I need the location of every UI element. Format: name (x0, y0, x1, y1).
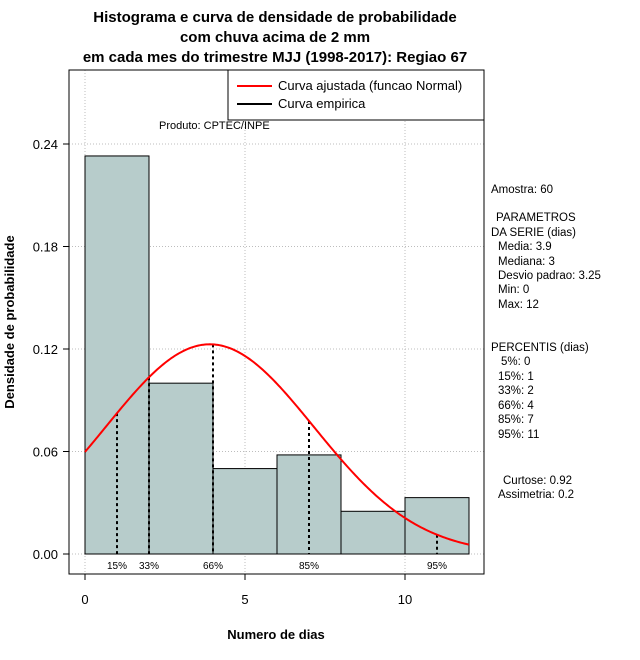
percentile-label-3: 85% (299, 561, 319, 572)
p5-text: 5%: 0 (501, 356, 530, 368)
p85-text: 85%: 7 (498, 414, 534, 426)
y-tick-label-3: 0.18 (33, 240, 58, 255)
y-tick-label-0: 0.00 (33, 547, 58, 562)
chart-title-line-2: com chuva acima de 2 mm (180, 29, 370, 46)
media-text: Media: 3.9 (498, 241, 552, 253)
y-tick-label-2: 0.12 (33, 342, 58, 357)
assimetria-text: Assimetria: 0.2 (498, 489, 574, 501)
percentile-label-0: 15% (107, 561, 127, 572)
percentile-label-1: 33% (139, 561, 159, 572)
percentile-lines: 15% 33% 66% 85% 95% (107, 344, 447, 572)
percentile-label-4: 95% (427, 561, 447, 572)
side-panel-stats: Amostra: 60 PARAMETROS DA SERIE (dias) M… (491, 184, 601, 501)
max-text: Max: 12 (498, 299, 539, 311)
p15-text: 15%: 1 (498, 371, 534, 383)
legend-fitted-label: Curva ajustada (funcao Normal) (278, 78, 462, 93)
histogram-bar-4 (340, 510, 406, 555)
histogram-bars (84, 155, 470, 555)
fitted-curve-layer (84, 343, 470, 546)
y-axis-title: Densidade de probabilidade (2, 235, 17, 408)
x-tick-label-2: 10 (398, 592, 412, 607)
p95-text: 95%: 11 (498, 429, 539, 441)
histogram-bar-1 (148, 382, 214, 555)
curtose-text: Curtose: 0.92 (503, 475, 572, 487)
y-tick-label-1: 0.06 (33, 445, 58, 460)
legend: Curva ajustada (funcao Normal) Curva emp… (227, 69, 485, 121)
legend-box (227, 69, 485, 121)
x-axis: 0 5 10 (81, 573, 412, 607)
histogram-bar-5 (404, 497, 470, 555)
x-tick-label-1: 5 (241, 592, 248, 607)
min-text: Min: 0 (498, 284, 529, 296)
y-axis: 0.00 0.06 0.12 0.18 0.24 (33, 137, 70, 562)
x-axis-title: Numero de dias (227, 627, 325, 642)
p66-text: 66%: 4 (498, 400, 534, 412)
p33-text: 33%: 2 (498, 385, 534, 397)
percentile-label-2: 66% (203, 561, 223, 572)
parametros-subtitle: DA SERIE (dias) (491, 227, 576, 239)
histogram-bar-0 (84, 155, 150, 555)
fitted-normal-curve (84, 343, 470, 546)
amostra-text: Amostra: 60 (491, 184, 553, 196)
desvio-text: Desvio padrao: 3.25 (498, 270, 601, 282)
chart-title-line-1: Histograma e curva de densidade de proba… (93, 9, 456, 26)
histogram-bar-2 (212, 468, 278, 555)
chart-title-line-3: em cada mes do trimestre MJJ (1998-2017)… (83, 49, 467, 66)
y-tick-label-4: 0.24 (33, 137, 58, 152)
produto-label: Produto: CPTEC/INPE (159, 120, 270, 132)
legend-empirical-label: Curva empirica (278, 96, 366, 111)
parametros-title: PARAMETROS (496, 212, 576, 224)
x-tick-label-0: 0 (81, 592, 88, 607)
percentis-title: PERCENTIS (dias) (491, 342, 589, 354)
mediana-text: Mediana: 3 (498, 256, 555, 268)
